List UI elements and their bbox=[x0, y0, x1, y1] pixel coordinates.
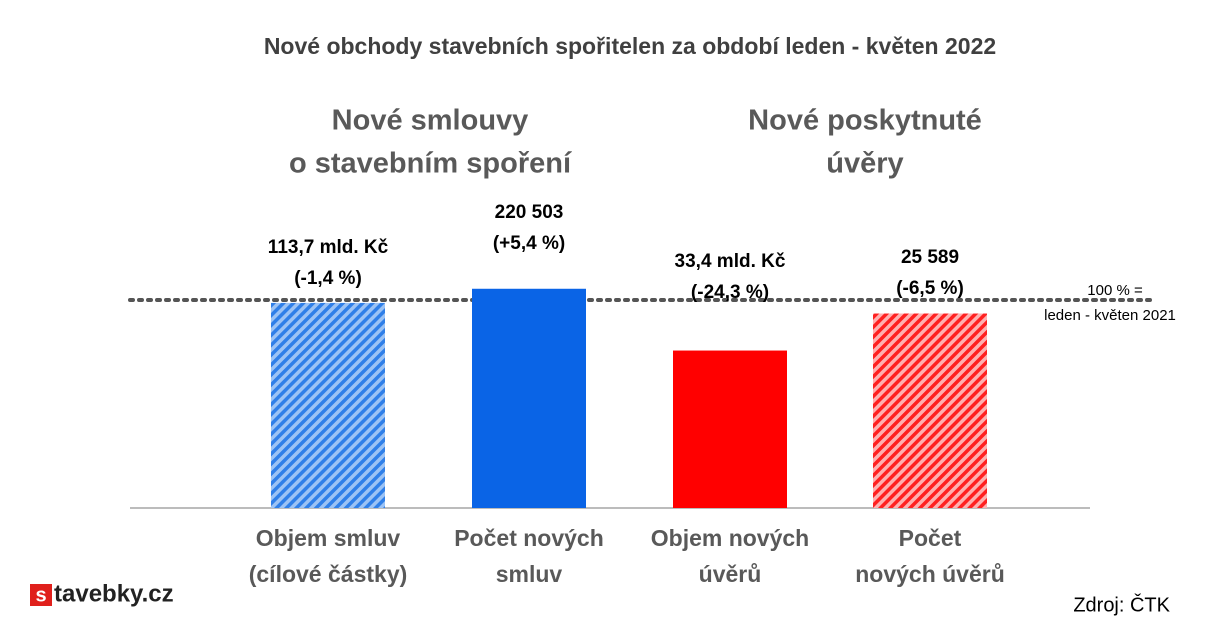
x-tick-label: Počet bbox=[899, 525, 962, 551]
reference-label: 100 % = bbox=[1087, 282, 1143, 299]
bar bbox=[472, 288, 586, 508]
x-tick-label: Objem nových bbox=[651, 525, 809, 551]
amount-label: 113,7 mld. Kč bbox=[268, 237, 389, 258]
reference-label: leden - květen 2021 bbox=[1044, 307, 1176, 324]
group-title: o stavebním spoření bbox=[289, 148, 572, 180]
bar bbox=[873, 313, 987, 508]
value-label: (-24,3 %) bbox=[691, 282, 769, 303]
amount-label: 25 589 bbox=[901, 247, 959, 268]
group-title: Nové smlouvy bbox=[332, 105, 529, 137]
x-tick-label: smluv bbox=[496, 561, 563, 587]
amount-label: 33,4 mld. Kč bbox=[675, 251, 786, 272]
value-label: (+5,4 %) bbox=[493, 233, 565, 254]
x-tick-label: nových úvěrů bbox=[855, 561, 1005, 587]
logo: s bbox=[35, 584, 46, 606]
x-tick-label: Počet nových bbox=[454, 525, 604, 551]
logo-box bbox=[30, 584, 52, 606]
amount-label: 220 503 bbox=[495, 202, 564, 223]
group-title: Nové poskytnuté bbox=[748, 105, 982, 137]
x-tick-label: Objem smluv bbox=[256, 525, 401, 551]
chart-title: Nové obchody stavebních spořitelen za ob… bbox=[264, 33, 996, 59]
group-title: úvěry bbox=[826, 148, 903, 180]
value-label: (-6,5 %) bbox=[896, 278, 964, 299]
x-tick-label: (cílové částky) bbox=[249, 561, 408, 587]
logo: tavebky.cz bbox=[54, 580, 174, 607]
source: Zdroj: ČTK bbox=[1073, 593, 1170, 616]
x-tick-label: úvěrů bbox=[699, 561, 762, 587]
bar bbox=[673, 350, 787, 508]
value-label: (-1,4 %) bbox=[294, 268, 362, 289]
bar bbox=[271, 302, 385, 508]
